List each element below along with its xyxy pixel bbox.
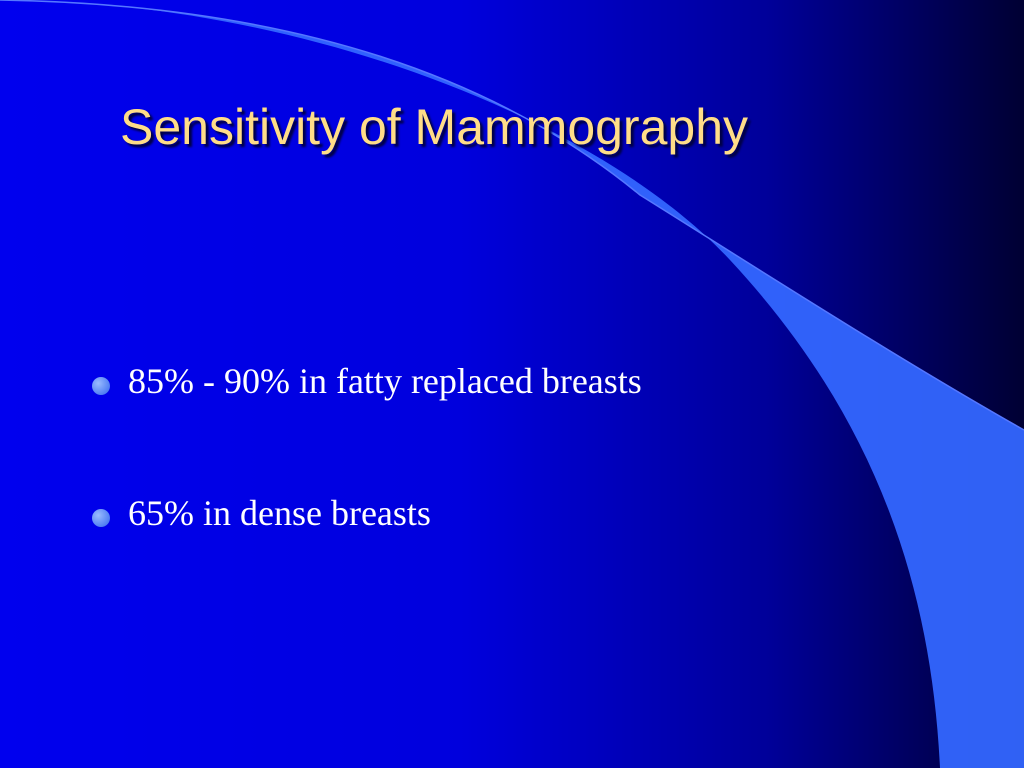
- bullet: 85% - 90% in fatty replaced breasts: [90, 360, 642, 492]
- bullet: 65% in dense breasts: [90, 492, 642, 624]
- slide-title: Sensitivity of Mammography: [120, 99, 749, 155]
- bullet-list: 85% - 90% in fatty replaced breasts 65% …: [90, 360, 642, 624]
